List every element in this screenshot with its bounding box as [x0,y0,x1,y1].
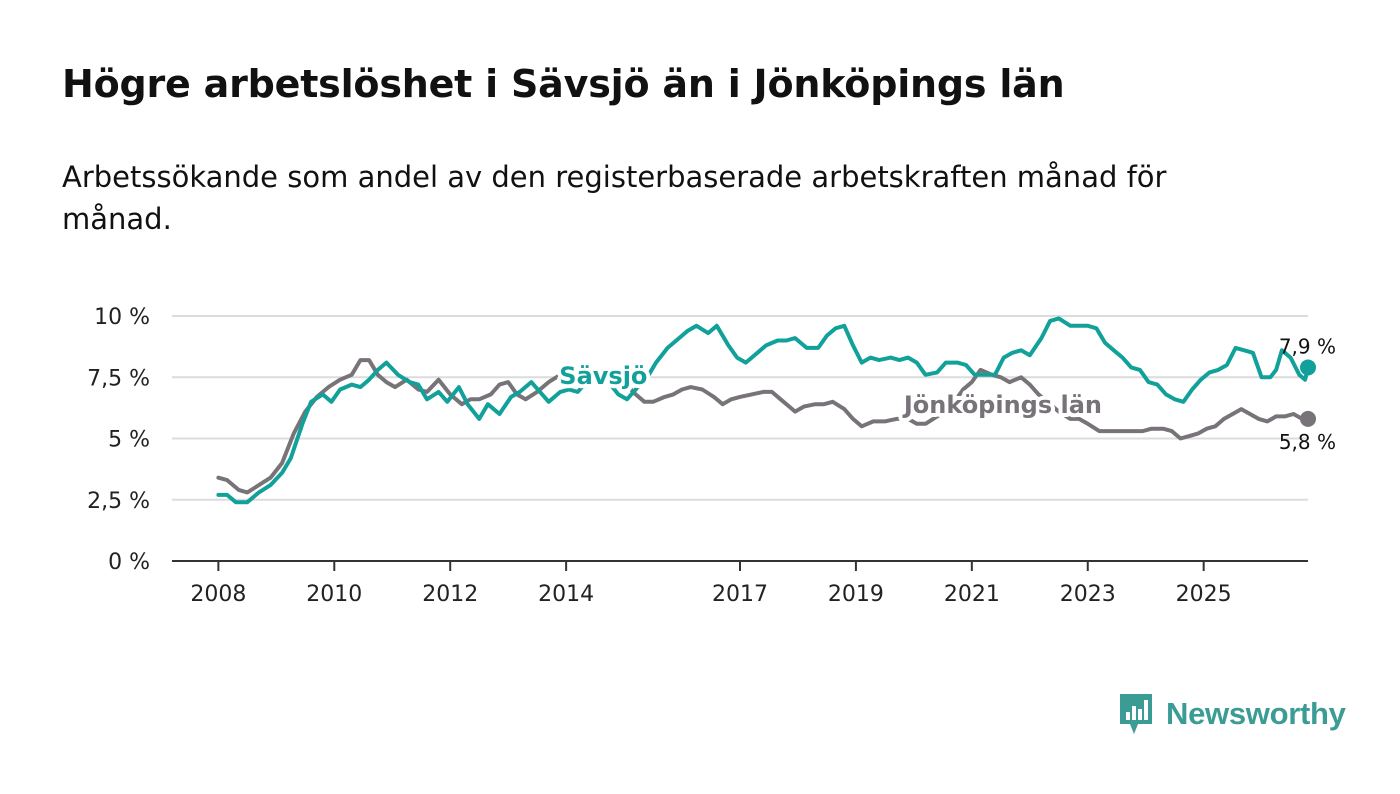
series-label-halo: Sävsjö [559,362,647,390]
series-end-label: 5,8 % [1279,430,1336,454]
series-end-label: 7,9 % [1279,334,1336,358]
series-line-s-vsj- [216,316,1310,505]
y-tick-label: 2,5 % [87,489,150,514]
newsworthy-logo[interactable]: Newsworthy [1118,690,1346,738]
series-end-marker [1300,410,1316,427]
x-tick-label: 2008 [190,582,246,607]
x-tick-label: 2019 [828,582,884,607]
x-tick-label: 2012 [422,582,478,607]
y-tick-label: 5 % [108,428,150,453]
series-end-marker [1300,359,1316,376]
x-tick-label: 2025 [1176,582,1232,607]
chart-title: Högre arbetslöshet i Sävsjö än i Jönköpi… [62,62,1065,106]
series-lines [216,316,1316,505]
series-label-halo: Jönköpings län [902,391,1102,419]
series-line-j-nk-pings-l-n [216,358,1310,495]
x-axis: 2008 2010 2012 2014 2017 2019 2021 2023 2025 [172,560,1308,607]
y-axis: 0 % 2,5 % 5 % 7,5 % 10 % [87,305,150,575]
bar-chart-logo-icon [1120,694,1152,734]
x-tick-label: 2010 [306,582,362,607]
y-tick-label: 10 % [94,305,150,330]
y-tick-label: 7,5 % [87,366,150,391]
x-tick-label: 2017 [712,582,768,607]
series-label: Jönköpings län [902,391,1102,419]
gridlines [172,315,1308,501]
series-label: Sävsjö [559,362,647,390]
brand-name: Newsworthy [1166,696,1346,731]
y-tick-label: 0 % [108,550,150,575]
x-tick-label: 2023 [1060,582,1116,607]
chart-subtitle: Arbetssökande som andel av den registerb… [62,160,1167,236]
x-tick-label: 2021 [944,582,1000,607]
x-tick-label: 2014 [538,582,594,607]
